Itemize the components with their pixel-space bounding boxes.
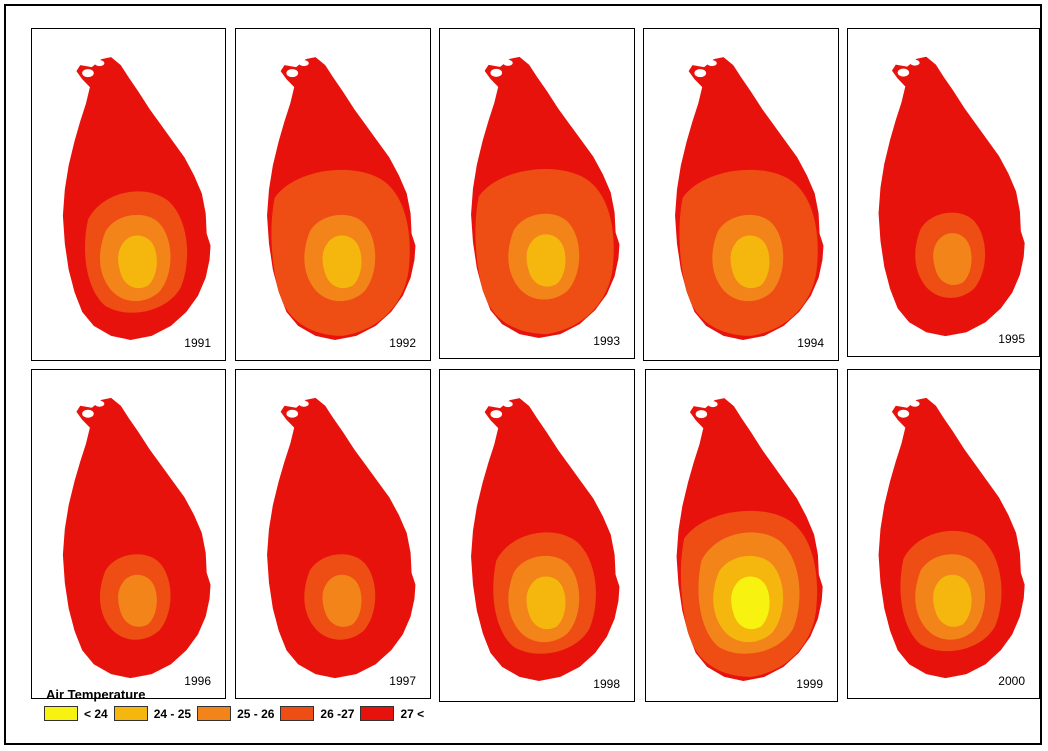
legend-item: 26 -27 [280,706,354,721]
temperature-zone [730,235,770,289]
lagoon-shape [688,434,695,447]
figure-frame: 1991 1992 1993 1994 1995 1996 1997 1998 … [4,4,1042,745]
year-label: 1992 [389,336,416,350]
temperature-zone [731,576,770,630]
sri-lanka-map [675,57,824,340]
legend-label: 24 - 25 [153,706,192,721]
sri-lanka-map [471,398,620,681]
legend-swatch [360,706,395,721]
lagoon-shape [75,433,82,446]
map-panel-1997: 1997 [235,369,431,699]
legend-label: 26 -27 [320,706,355,721]
lagoon-shape [490,410,503,419]
lagoon-shape [890,92,897,105]
lagoon-shape [503,59,513,66]
map-panel-1998: 1998 [439,369,635,702]
legend-item: 24 - 25 [113,706,192,721]
sri-lanka-map [878,56,1025,337]
lagoon-shape [695,410,708,419]
lagoon-shape [897,409,910,418]
sri-lanka-map [471,56,620,339]
legend-swatch [197,706,232,721]
map-panel-1996: 1996 [31,369,226,699]
lagoon-shape [75,93,82,106]
temperature-zone [322,235,362,289]
lagoon-shape [279,93,286,106]
year-label: 2000 [998,674,1025,688]
legend-item: 25 - 26 [197,706,274,721]
lagoon-shape [286,69,299,78]
sri-lanka-map [676,398,823,681]
map-panel-2000: 2000 [847,369,1040,699]
map-panel-1992: 1992 [235,28,431,361]
legend-swatch [113,706,148,721]
lagoon-shape [503,401,513,408]
lagoon-shape [94,60,105,67]
year-label: 1993 [593,334,620,348]
map-panel-1993: 1993 [439,28,635,359]
lagoon-shape [890,433,897,446]
sri-lanka-map [267,57,416,340]
lagoon-shape [299,400,309,407]
lagoon-shape [299,60,309,67]
lagoon-shape [279,433,286,446]
temperature-zone [933,574,972,627]
lagoon-shape [707,60,717,67]
lagoon-shape [687,93,694,106]
temperature-zone [933,233,972,286]
lagoon-shape [483,434,490,447]
lagoon-shape [490,68,503,77]
year-label: 1998 [593,677,620,691]
sri-lanka-map [267,397,416,679]
sri-lanka-map [62,397,211,679]
year-label: 1995 [998,332,1025,346]
temperature-zone [322,574,362,627]
legend-title: Air Temperature [46,687,146,702]
legend-label: 27 < [400,706,425,721]
map-panel-1994: 1994 [643,28,839,361]
map-panel-1995: 1995 [847,28,1040,357]
map-panel-1991: 1991 [31,28,226,361]
legend: Air Temperature < 24 24 - 25 25 - 26 26 … [36,687,430,721]
sri-lanka-map [62,57,211,340]
map-panel-1999: 1999 [645,369,838,702]
legend-item: < 24 [44,706,108,721]
lagoon-shape [694,69,707,78]
temperature-zone [118,574,157,627]
lagoon-shape [82,69,94,78]
lagoon-shape [82,409,94,418]
lagoon-shape [897,68,910,77]
legend-item: 27 < [360,706,424,721]
lagoon-shape [483,92,490,105]
year-label: 1999 [796,677,823,691]
lagoon-shape [708,401,718,408]
year-label: 1994 [797,336,824,350]
legend-swatch [44,706,78,721]
sri-lanka-map [878,397,1025,679]
lagoon-shape [910,59,920,66]
temperature-zone [526,576,566,630]
legend-items: < 24 24 - 25 25 - 26 26 -27 27 < [44,706,430,721]
lagoon-shape [94,400,105,407]
legend-label: 25 - 26 [237,706,275,721]
temperature-zone [118,235,157,289]
legend-swatch [280,706,315,721]
temperature-zone [526,234,566,287]
year-label: 1997 [389,674,416,688]
year-label: 1991 [184,336,211,350]
legend-label: < 24 [84,706,108,721]
year-label: 1996 [184,674,211,688]
lagoon-shape [286,409,299,418]
lagoon-shape [910,400,920,407]
